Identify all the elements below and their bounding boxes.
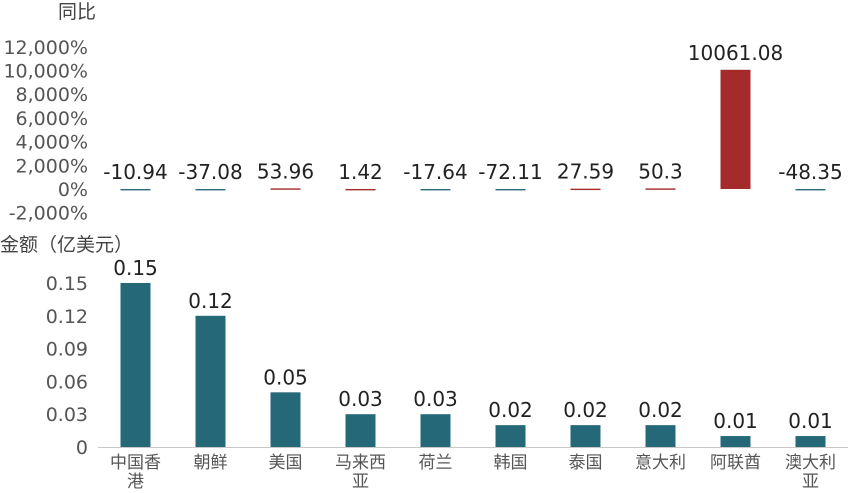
yoy-y-tick-label: 10,000% [3,61,88,83]
yoy-data-label: -72.11 [478,160,542,184]
x-category-label: 韩国 [494,453,528,473]
amount-y-tick-label: 0.12 [46,306,88,328]
yoy-y-tick-label: 8,000% [16,84,88,106]
yoy-data-label: 27.59 [557,160,614,184]
yoy-data-label: 53.96 [257,159,314,183]
yoy-bar [270,188,301,190]
yoy-bar [645,188,676,190]
amount-y-tick-label: 0.06 [46,371,88,393]
yoy-bar [570,188,601,191]
amount-data-label: 0.05 [263,365,308,389]
yoy-data-label: 10061.08 [688,41,783,65]
amount-data-label: 0.02 [638,398,683,422]
x-category-label: 泰国 [569,453,603,473]
amount-bar [720,436,751,447]
amount-y-tick-label: 0.15 [46,273,88,295]
amount-bar [120,283,151,447]
yoy-bar [420,189,451,191]
x-category-label: 意大利 [635,453,686,473]
amount-data-label: 0.15 [113,256,158,280]
yoy-unit-label: 同比 [58,1,96,23]
yoy-y-tick-label: 12,000% [3,37,88,59]
yoy-data-label: -37.08 [178,160,242,184]
x-category-label: 港 [127,472,144,492]
yoy-y-tick-label: -2,000% [9,203,88,225]
amount-bar [570,425,601,447]
yoy-data-label: -10.94 [103,160,167,184]
amount-bar [420,414,451,447]
x-category-label: 美国 [269,453,303,473]
yoy-y-tick-label: 2,000% [16,155,88,177]
amount-data-label: 0.02 [563,398,608,422]
yoy-data-label: 50.3 [638,159,683,183]
amount-y-tick-label: 0.03 [46,404,88,426]
yoy-bar [345,188,376,191]
yoy-bar [120,189,151,191]
x-category-label: 亚 [352,472,369,492]
amount-data-label: 0.02 [488,398,533,422]
x-category-label: 阿联酋 [710,453,761,473]
x-category-label: 澳大利 [785,453,836,473]
x-category-label: 亚 [802,472,819,492]
x-category-label: 朝鲜 [194,453,228,473]
yoy-y-tick-label: 6,000% [16,108,88,130]
amount-bar [495,425,526,447]
amount-bar [345,414,376,447]
yoy-bar [720,69,751,189]
amount-data-label: 0.03 [338,387,383,411]
amount-bar [270,392,301,447]
amount-unit-label: 金额（亿美元） [0,234,133,256]
x-category-label: 马来西 [335,453,386,473]
amount-bar [795,436,826,447]
yoy-bar [795,189,826,191]
amount-bar [195,315,226,447]
x-category-label: 中国香 [110,453,161,473]
yoy-data-label: 1.42 [338,160,383,184]
yoy-data-label: -48.35 [778,160,842,184]
yoy-data-label: -17.64 [403,160,467,184]
yoy-bar [195,189,226,191]
amount-data-label: 0.01 [713,409,758,433]
amount-y-tick-label: 0.09 [46,339,88,361]
amount-y-tick-label: 0 [76,437,88,459]
yoy-bar [495,189,526,191]
amount-bar [645,425,676,447]
yoy-y-tick-label: 4,000% [16,132,88,154]
x-category-label: 荷兰 [419,453,453,473]
yoy-y-tick-label: 0% [58,179,88,201]
amount-data-label: 0.03 [413,387,458,411]
amount-data-label: 0.01 [788,409,833,433]
amount-data-label: 0.12 [188,289,233,313]
